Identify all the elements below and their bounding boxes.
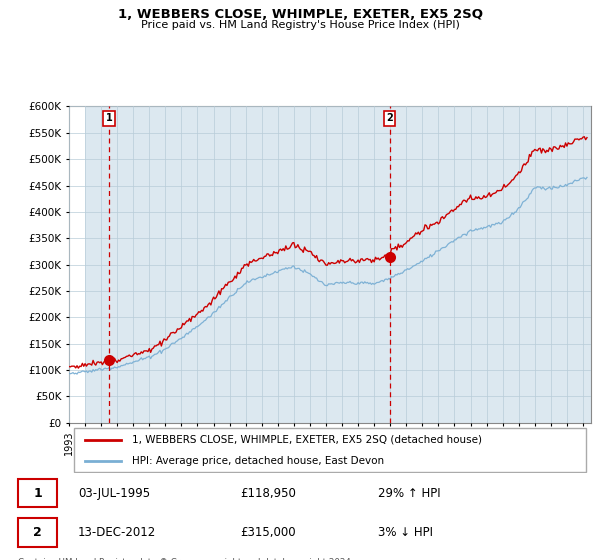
- Text: 3% ↓ HPI: 3% ↓ HPI: [378, 526, 433, 539]
- Text: Contains HM Land Registry data © Crown copyright and database right 2024.
This d: Contains HM Land Registry data © Crown c…: [18, 558, 353, 560]
- Text: 1, WEBBERS CLOSE, WHIMPLE, EXETER, EX5 2SQ: 1, WEBBERS CLOSE, WHIMPLE, EXETER, EX5 2…: [118, 8, 482, 21]
- Text: £315,000: £315,000: [240, 526, 296, 539]
- Text: 03-JUL-1995: 03-JUL-1995: [78, 487, 150, 500]
- Text: Price paid vs. HM Land Registry's House Price Index (HPI): Price paid vs. HM Land Registry's House …: [140, 20, 460, 30]
- Bar: [69, 106, 85, 423]
- Text: HPI: Average price, detached house, East Devon: HPI: Average price, detached house, East…: [131, 456, 384, 466]
- Text: 2: 2: [33, 526, 42, 539]
- Text: 29% ↑ HPI: 29% ↑ HPI: [378, 487, 440, 500]
- Text: 13-DEC-2012: 13-DEC-2012: [78, 526, 156, 539]
- FancyBboxPatch shape: [18, 519, 57, 547]
- Text: 1: 1: [33, 487, 42, 500]
- Text: 2: 2: [386, 113, 393, 123]
- Text: 1: 1: [106, 113, 113, 123]
- FancyBboxPatch shape: [74, 428, 586, 472]
- Text: £118,950: £118,950: [240, 487, 296, 500]
- FancyBboxPatch shape: [18, 479, 57, 507]
- Text: 1, WEBBERS CLOSE, WHIMPLE, EXETER, EX5 2SQ (detached house): 1, WEBBERS CLOSE, WHIMPLE, EXETER, EX5 2…: [131, 435, 482, 445]
